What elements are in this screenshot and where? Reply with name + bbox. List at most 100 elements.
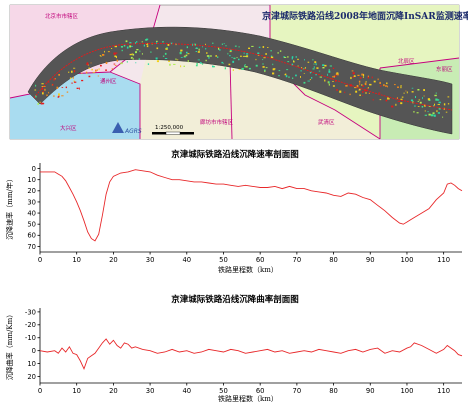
deformation-speckle bbox=[264, 69, 266, 71]
deformation-speckle bbox=[332, 85, 335, 87]
deformation-speckle bbox=[73, 80, 75, 82]
deformation-speckle bbox=[328, 69, 330, 71]
deformation-speckle bbox=[131, 53, 134, 55]
deformation-speckle bbox=[39, 101, 42, 103]
deformation-speckle bbox=[301, 67, 303, 69]
deformation-speckle bbox=[315, 74, 317, 76]
deformation-speckle bbox=[263, 57, 266, 59]
deformation-speckle bbox=[113, 63, 116, 65]
deformation-speckle bbox=[428, 106, 431, 107]
deformation-speckle bbox=[99, 55, 101, 57]
deformation-speckle bbox=[97, 75, 100, 77]
deformation-speckle bbox=[357, 74, 360, 76]
water-region bbox=[10, 72, 140, 139]
y-tick-label: 30 bbox=[27, 198, 36, 206]
deformation-speckle bbox=[180, 57, 183, 58]
deformation-speckle bbox=[264, 70, 266, 73]
deformation-speckle bbox=[212, 42, 214, 44]
deformation-speckle bbox=[309, 79, 311, 81]
deformation-speckle bbox=[201, 63, 204, 65]
deformation-speckle bbox=[229, 49, 232, 52]
deformation-speckle bbox=[400, 98, 403, 100]
deformation-speckle bbox=[421, 106, 424, 108]
deformation-speckle bbox=[186, 46, 188, 49]
deformation-speckle bbox=[202, 46, 203, 48]
deformation-speckle bbox=[362, 91, 364, 93]
deformation-speckle bbox=[362, 95, 364, 96]
deformation-speckle bbox=[109, 51, 111, 53]
deformation-speckle bbox=[300, 70, 302, 72]
deformation-speckle bbox=[156, 60, 159, 63]
deformation-speckle bbox=[185, 54, 188, 57]
deformation-speckle bbox=[48, 91, 50, 94]
deformation-speckle bbox=[79, 87, 80, 90]
deformation-speckle bbox=[291, 57, 293, 60]
deformation-speckle bbox=[58, 93, 60, 96]
deformation-speckle bbox=[51, 84, 53, 86]
deformation-speckle bbox=[105, 61, 108, 64]
deformation-speckle bbox=[356, 85, 359, 88]
deformation-speckle bbox=[349, 93, 351, 96]
deformation-speckle bbox=[437, 112, 440, 114]
deformation-speckle bbox=[186, 51, 188, 54]
deformation-speckle bbox=[54, 78, 56, 80]
deformation-speckle bbox=[120, 62, 123, 65]
deformation-speckle bbox=[242, 55, 245, 57]
deformation-speckle bbox=[383, 84, 385, 87]
deformation-speckle bbox=[72, 76, 74, 79]
deformation-speckle bbox=[114, 64, 117, 66]
deformation-speckle bbox=[287, 61, 290, 63]
deformation-speckle bbox=[286, 69, 289, 71]
deformation-speckle bbox=[58, 95, 60, 98]
deformation-speckle bbox=[417, 89, 420, 91]
deformation-speckle bbox=[416, 112, 419, 114]
deformation-speckle bbox=[367, 76, 370, 79]
deformation-speckle bbox=[206, 55, 210, 57]
deformation-speckle bbox=[156, 40, 158, 42]
deformation-speckle bbox=[438, 107, 441, 110]
deformation-speckle bbox=[422, 97, 423, 100]
deformation-speckle bbox=[35, 84, 37, 87]
deformation-speckle bbox=[270, 55, 273, 58]
deformation-speckle bbox=[335, 80, 337, 82]
deformation-speckle bbox=[324, 79, 326, 82]
deformation-speckle bbox=[442, 116, 444, 118]
deformation-speckle bbox=[96, 69, 98, 71]
deformation-speckle bbox=[162, 41, 164, 43]
chart1-xlabel: 铁路里程数（km） bbox=[218, 265, 278, 274]
deformation-speckle bbox=[121, 49, 123, 52]
deformation-speckle bbox=[434, 94, 437, 97]
subsidence-curvature-chart: 京津城际铁路沿线沉降曲率剖面图 沉降曲率（mm/Km） 铁路里程数（km） 0 1… bbox=[5, 294, 463, 403]
deformation-speckle bbox=[248, 67, 251, 70]
label-wuqing: 武清区 bbox=[318, 118, 335, 126]
deformation-speckle bbox=[129, 53, 132, 56]
deformation-speckle bbox=[284, 74, 286, 76]
deformation-speckle bbox=[35, 95, 37, 98]
scale-label: 1:250,000 bbox=[155, 125, 184, 131]
deformation-speckle bbox=[215, 55, 217, 57]
deformation-speckle bbox=[312, 59, 314, 61]
deformation-speckle bbox=[129, 45, 132, 48]
deformation-speckle bbox=[379, 81, 381, 84]
deformation-speckle bbox=[361, 84, 363, 86]
deformation-speckle bbox=[365, 81, 367, 83]
deformation-speckle bbox=[225, 45, 227, 47]
deformation-speckle bbox=[57, 96, 59, 98]
y-tick-label: 20 bbox=[27, 373, 36, 381]
deformation-speckle bbox=[328, 70, 331, 73]
deformation-speckle bbox=[438, 101, 441, 104]
deformation-speckle bbox=[145, 39, 148, 41]
deformation-speckle bbox=[69, 77, 72, 79]
label-beichen: 北辰区 bbox=[398, 57, 415, 65]
deformation-speckle bbox=[244, 65, 246, 68]
deformation-speckle bbox=[175, 58, 177, 61]
chart2-axes: 0 10 20 30 40 50 60 70 80 90 100 110 -30 -20 -10 0 10 20 bbox=[25, 308, 462, 395]
deformation-speckle bbox=[427, 111, 429, 113]
deformation-speckle bbox=[344, 91, 346, 94]
insar-strip bbox=[27, 26, 453, 135]
deformation-speckle bbox=[228, 63, 231, 66]
deformation-speckle bbox=[379, 99, 382, 101]
deformation-speckle bbox=[322, 67, 325, 69]
deformation-speckle bbox=[41, 87, 44, 90]
deformation-speckle bbox=[113, 52, 116, 55]
